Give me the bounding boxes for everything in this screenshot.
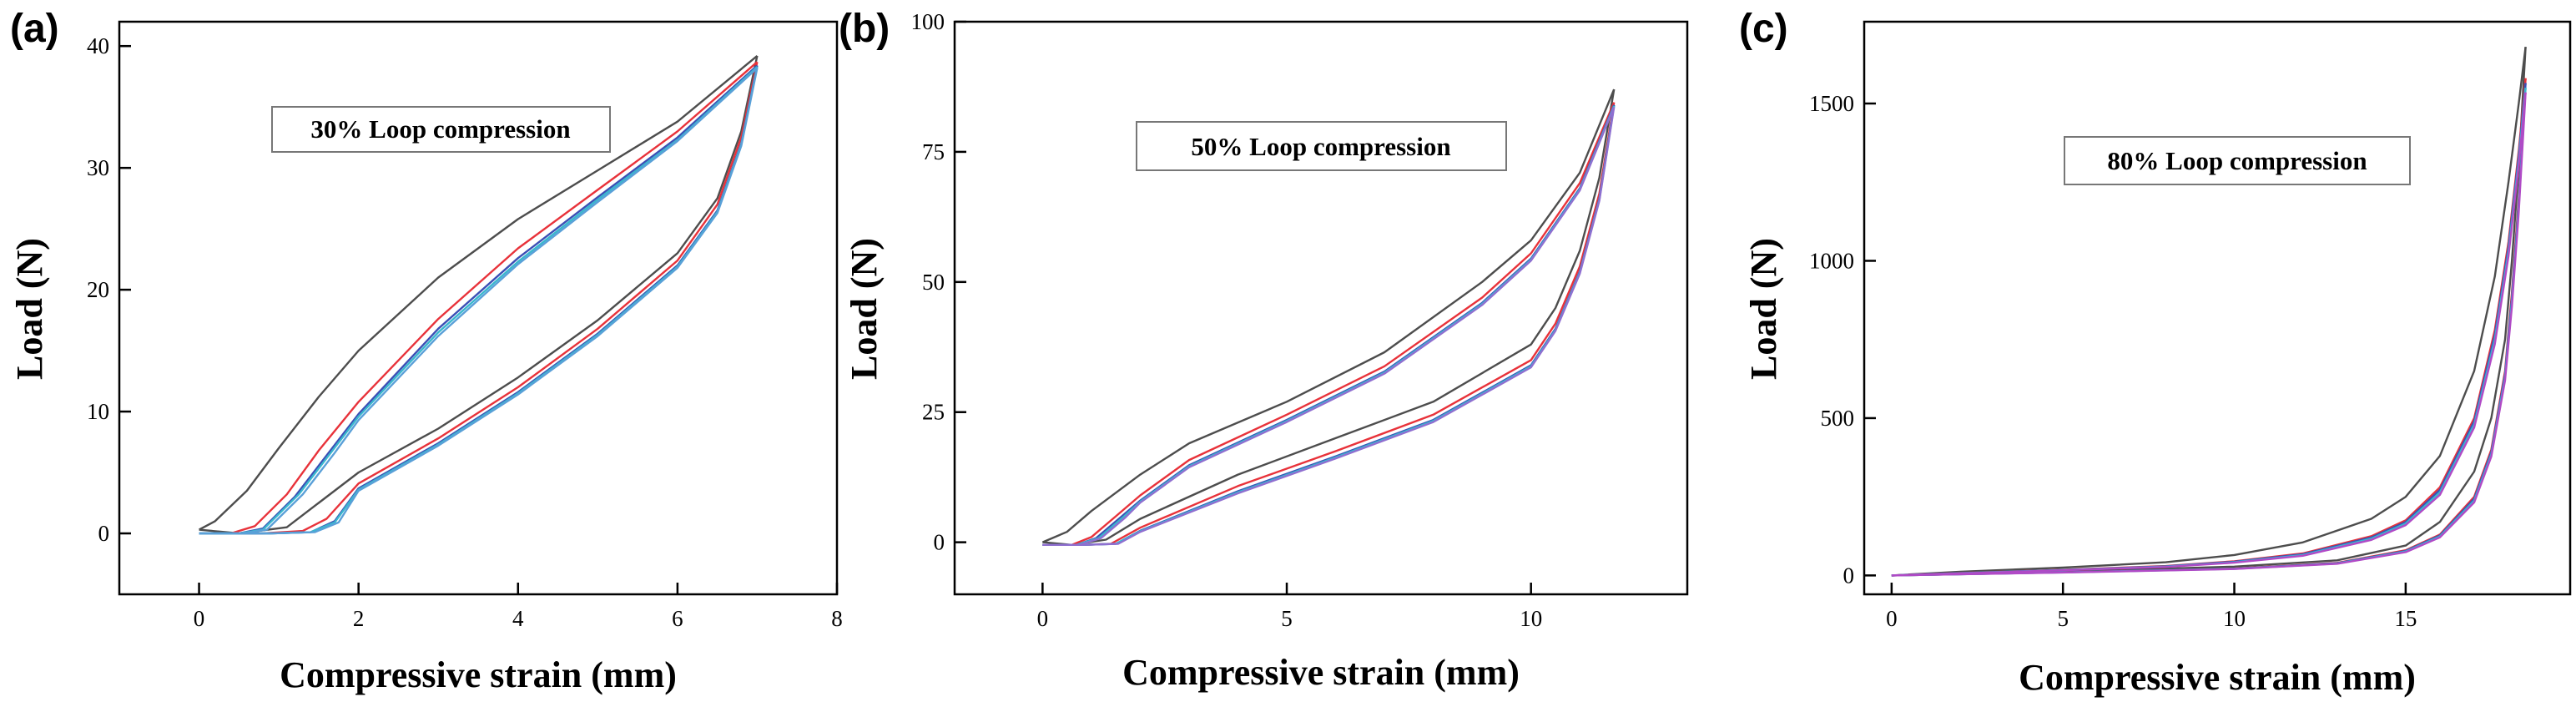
panel-a-y-tick-label: 10 — [87, 399, 109, 424]
panel-a-x-tick-label: 6 — [672, 606, 683, 631]
panel-b-series-4-unloading-line — [1042, 105, 1616, 546]
panel-c-annotation-box — [2064, 136, 2411, 185]
panel-b-y-tick-label: 25 — [922, 400, 945, 425]
panel-a-series-2-loading-line — [199, 61, 759, 535]
panel-a-label: (a) — [10, 7, 59, 51]
panel-c-x-tick-label: 10 — [2223, 606, 2246, 631]
panel-b-annotation-box — [1136, 121, 1507, 171]
panel-b-y-tick-label: 50 — [922, 270, 945, 295]
panel-a-x-tick-label: 8 — [831, 606, 843, 631]
panel-b-y-tick-label: 100 — [911, 9, 945, 34]
panel-c-y-tick-label: 500 — [1821, 406, 1855, 431]
chart-panel-b: (b) 0 25 50 75 100 0 5 10 50% Loop compression… — [839, 7, 1689, 693]
panel-a-y-tick-label: 30 — [87, 155, 109, 180]
panel-b-x-tick-label: 0 — [1037, 606, 1049, 631]
panel-a-plot-frame — [118, 20, 839, 596]
panel-c-series-5-loading-line — [1891, 92, 2527, 577]
panel-c-annotation: 80% Loop compression — [2107, 146, 2367, 175]
panel-c-label: (c) — [1739, 7, 1788, 51]
panel-c-series-1-loading-line — [1891, 47, 2527, 577]
chart-panel-c: (c) 0 500 1000 1500 0 5 10 15 80% Loop compres… — [1739, 7, 2572, 698]
panel-c-plot-frame — [1863, 20, 2572, 596]
panel-c-series — [1891, 47, 2527, 577]
panel-a-x-axis-title: Compressive strain (mm) — [280, 654, 677, 695]
panel-a-series-5-loading-line — [199, 67, 759, 535]
panel-a-series-1-unloading-line — [199, 55, 759, 535]
panel-c-x-axis-title: Compressive strain (mm) — [2019, 657, 2416, 698]
panel-a-annotation: 30% Loop compression — [310, 114, 570, 144]
panel-b-y-tick-label: 75 — [922, 139, 945, 164]
panel-b-x-tick-label: 10 — [1520, 606, 1542, 631]
panel-b-x-axis-title: Compressive strain (mm) — [1122, 652, 1520, 693]
panel-a-series-1-loading-line — [199, 54, 759, 531]
panel-b-annotation: 50% Loop compression — [1191, 132, 1450, 161]
panel-b-y-ticks: 0 25 50 75 100 — [911, 9, 966, 555]
panel-b-series-1-unloading-line — [1042, 88, 1616, 546]
panel-c-x-tick-label: 5 — [2057, 606, 2069, 631]
panel-b-series-5-loading-line — [1042, 106, 1616, 546]
panel-b-label: (b) — [839, 7, 890, 51]
panel-a-series-5-unloading-line — [199, 68, 759, 535]
chart-panel-a: (a) 0 10 20 30 40 0 2 4 6 8 30% Loop compression… — [9, 7, 843, 695]
panel-c-y-tick-label: 1000 — [1809, 248, 1854, 273]
panel-c-series-1-unloading-line — [1891, 47, 2527, 577]
panel-c-y-tick-label: 1500 — [1809, 91, 1854, 116]
panel-a-x-tick-label: 4 — [512, 606, 524, 631]
panel-b-y-axis-title: Load (N) — [844, 238, 885, 380]
panel-a-y-tick-label: 40 — [87, 33, 109, 58]
panel-a-y-tick-label: 0 — [98, 521, 110, 546]
panel-a-x-tick-label: 0 — [194, 606, 205, 631]
panel-b-x-ticks: 0 5 10 — [1037, 583, 1542, 631]
panel-c-y-ticks: 0 500 1000 1500 — [1809, 91, 1876, 588]
panel-a-series — [199, 54, 759, 535]
panel-b-y-tick-label: 0 — [934, 530, 945, 555]
panel-c-series-5-unloading-line — [1891, 92, 2527, 577]
panel-c-y-axis-title: Load (N) — [1743, 238, 1784, 380]
panel-a-annotation-box — [271, 106, 611, 153]
panel-c-x-tick-label: 15 — [2394, 606, 2417, 631]
panel-a-y-tick-label: 20 — [87, 277, 109, 302]
panel-c-y-tick-label: 0 — [1843, 563, 1855, 588]
panel-c-x-ticks: 0 5 10 15 — [1886, 583, 2417, 631]
panel-b-series-4-loading-line — [1042, 105, 1616, 546]
panel-b-plot-frame — [953, 20, 1689, 596]
panel-b-series-1-loading-line — [1041, 88, 1616, 543]
panel-b-series-2-loading-line — [1042, 102, 1616, 546]
panel-b-series — [1041, 88, 1616, 546]
panel-c-x-tick-label: 0 — [1886, 606, 1898, 631]
panel-b-x-tick-label: 5 — [1281, 606, 1293, 631]
panel-a-series-2-unloading-line — [199, 61, 759, 535]
panel-a-y-axis-title: Load (N) — [9, 238, 50, 380]
panel-a-x-ticks: 0 2 4 6 8 — [194, 583, 843, 631]
panel-a-y-ticks: 0 10 20 30 40 — [87, 33, 131, 546]
panel-b-series-5-unloading-line — [1042, 107, 1616, 546]
panel-a-x-tick-label: 2 — [353, 606, 365, 631]
